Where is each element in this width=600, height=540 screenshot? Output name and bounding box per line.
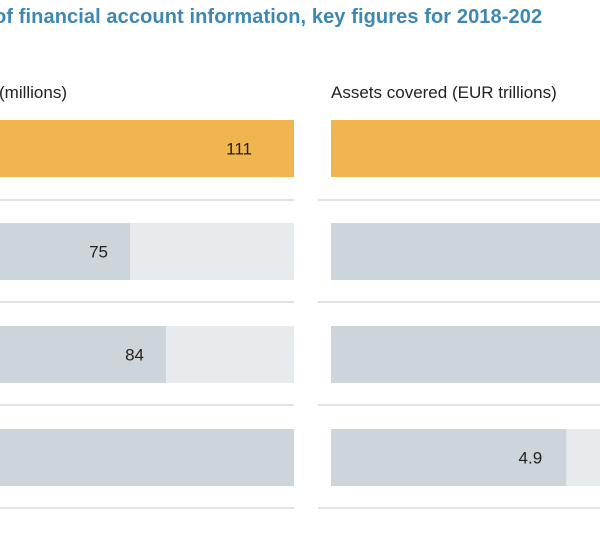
bar-p0-r1 <box>0 223 130 280</box>
bar-p1-r0 <box>331 120 600 177</box>
panel-label-assets: Assets covered (EUR trillions) <box>331 83 557 102</box>
bar-p1-r3 <box>331 429 567 486</box>
bar-p0-r2 <box>0 326 166 383</box>
bar-p1-r2 <box>331 326 600 383</box>
bar-p0-r3 <box>0 429 294 486</box>
data-label-p0-r2: 84 <box>125 346 144 365</box>
data-label-p0-r1: 75 <box>89 243 108 262</box>
bar-p1-r1 <box>331 223 600 280</box>
bar-p0-r0 <box>0 120 274 177</box>
panel-label-accounts: (millions) <box>0 83 67 102</box>
data-label-p0-r0: 111 <box>226 140 252 159</box>
chart-title: of financial account information, key fi… <box>0 6 543 28</box>
data-label-p1-r3: 4.9 <box>519 449 543 468</box>
